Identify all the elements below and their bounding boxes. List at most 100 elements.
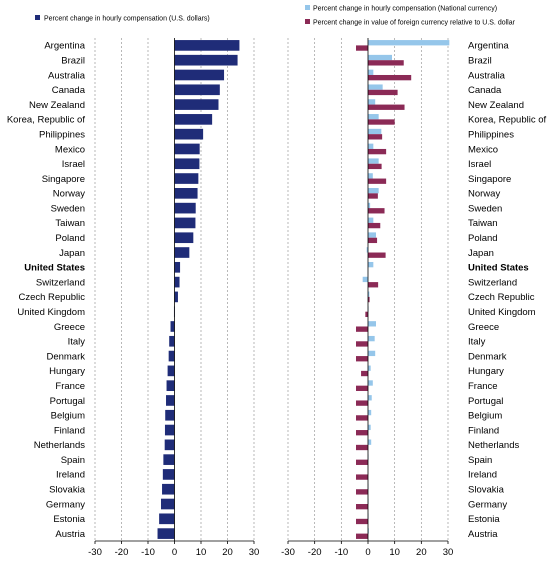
- left-category-label-5: Korea, Republic of: [7, 115, 86, 126]
- right-bar-s1-33: [356, 533, 368, 539]
- right-bar-s1-27: [356, 444, 368, 451]
- right-bar-s0-2: [368, 69, 374, 75]
- left-tick-label-4: 10: [196, 547, 207, 558]
- right-category-label-14: Japan: [468, 248, 494, 259]
- right-category-label-9: Singapore: [468, 174, 511, 185]
- right-category-label-25: Belgium: [468, 411, 502, 422]
- right-bar-s1-29: [356, 474, 368, 480]
- right-bar-s1-17: [368, 296, 370, 303]
- right-bar-s1-26: [356, 430, 368, 436]
- left-bar-16: [174, 276, 180, 288]
- right-bar-s1-18: [365, 311, 368, 318]
- left-category-label-12: Taiwan: [55, 218, 85, 229]
- left-category-label-6: Philippines: [39, 129, 85, 140]
- right-category-label-5: Korea, Republic of: [468, 115, 547, 126]
- left-bar-26: [164, 424, 175, 436]
- legend-swatch-currency: [305, 19, 310, 24]
- left-bar-4: [174, 99, 219, 110]
- right-bar-s1-5: [368, 119, 395, 125]
- right-category-label-20: Italy: [468, 337, 486, 348]
- left-category-label-17: Czech Republic: [18, 292, 85, 303]
- right-bar-s1-14: [368, 252, 386, 258]
- right-bar-s0-15: [368, 261, 374, 268]
- left-bar-25: [165, 409, 175, 421]
- right-tick-label-6: 30: [443, 547, 454, 558]
- left-bar-21: [168, 350, 175, 362]
- left-bar-24: [166, 395, 175, 406]
- left-bar-12: [174, 217, 196, 229]
- left-bar-8: [174, 158, 200, 170]
- right-category-label-30: Slovakia: [468, 485, 505, 496]
- left-bar-0: [174, 40, 240, 51]
- legend-label-national: Percent change in hourly compensation (N…: [313, 6, 497, 13]
- left-bar-15: [174, 261, 181, 273]
- left-category-label-7: Mexico: [55, 144, 85, 155]
- right-category-label-2: Australia: [468, 70, 506, 81]
- right-bar-s1-32: [356, 518, 368, 525]
- left-category-label-23: France: [55, 381, 85, 392]
- right-category-label-29: Ireland: [468, 470, 497, 481]
- right-tick-label-1: -20: [308, 547, 322, 558]
- right-bar-s1-9: [368, 178, 387, 184]
- left-category-label-33: Austria: [55, 529, 85, 540]
- right-category-label-31: Germany: [468, 499, 507, 510]
- right-tick-label-4: 10: [389, 547, 400, 558]
- right-category-label-33: Austria: [468, 529, 498, 540]
- left-category-label-29: Ireland: [56, 470, 85, 481]
- right-category-label-23: France: [468, 381, 498, 392]
- left-category-label-18: United Kingdom: [17, 307, 85, 318]
- right-tick-label-5: 20: [416, 547, 427, 558]
- left-bar-22: [167, 365, 175, 377]
- right-bar-s0-23: [368, 380, 373, 386]
- left-bar-28: [163, 454, 175, 465]
- left-bar-10: [174, 188, 198, 199]
- left-category-label-32: Estonia: [53, 514, 85, 525]
- right-category-label-16: Switzerland: [468, 277, 517, 288]
- right-bar-s1-20: [356, 341, 368, 347]
- left-bar-7: [174, 143, 200, 155]
- right-bar-s0-11: [368, 202, 371, 209]
- right-bar-s0-17: [368, 291, 370, 297]
- left-category-label-1: Brazil: [61, 55, 85, 66]
- left-bar-29: [162, 469, 175, 480]
- legend-label-currency: Percent change in value of foreign curre…: [313, 20, 516, 27]
- left-category-label-11: Sweden: [51, 203, 85, 214]
- left-bar-20: [169, 335, 175, 347]
- left-category-label-24: Portugal: [50, 396, 85, 407]
- left-category-label-22: Hungary: [49, 366, 85, 377]
- legend-label-usd: Percent change in hourly compensation (U…: [44, 16, 210, 23]
- right-bar-s0-8: [368, 158, 379, 164]
- right-bar-s0-12: [368, 217, 374, 223]
- left-bar-3: [174, 84, 220, 96]
- right-category-label-13: Poland: [468, 233, 498, 244]
- right-category-label-32: Estonia: [468, 514, 500, 525]
- right-bar-s0-13: [368, 232, 376, 238]
- right-bar-s0-6: [368, 128, 382, 135]
- left-category-label-3: Canada: [52, 85, 86, 96]
- left-category-label-26: Finland: [54, 425, 85, 436]
- right-bar-s1-12: [368, 222, 381, 229]
- left-category-label-16: Switzerland: [36, 277, 85, 288]
- right-bar-s0-9: [368, 173, 373, 179]
- right-bar-s0-19: [368, 321, 376, 327]
- right-bar-s1-31: [356, 504, 368, 510]
- right-category-label-26: Finland: [468, 425, 499, 436]
- right-bar-s0-27: [368, 439, 372, 445]
- right-category-label-11: Sweden: [468, 203, 502, 214]
- right-bar-s0-3: [368, 84, 383, 90]
- right-category-label-6: Philippines: [468, 129, 514, 140]
- left-category-label-4: New Zealand: [29, 100, 85, 111]
- right-bar-s1-28: [356, 459, 368, 465]
- right-bar-s0-5: [368, 114, 379, 120]
- left-category-label-14: Japan: [59, 248, 85, 259]
- left-bar-27: [164, 439, 175, 451]
- left-category-label-9: Singapore: [42, 174, 85, 185]
- right-bar-s0-0: [368, 40, 450, 46]
- right-bar-s1-11: [368, 208, 385, 214]
- right-category-label-15: United States: [468, 263, 529, 274]
- left-bar-11: [174, 202, 196, 214]
- right-bar-s1-6: [368, 134, 383, 140]
- legend-swatch-usd: [35, 15, 40, 20]
